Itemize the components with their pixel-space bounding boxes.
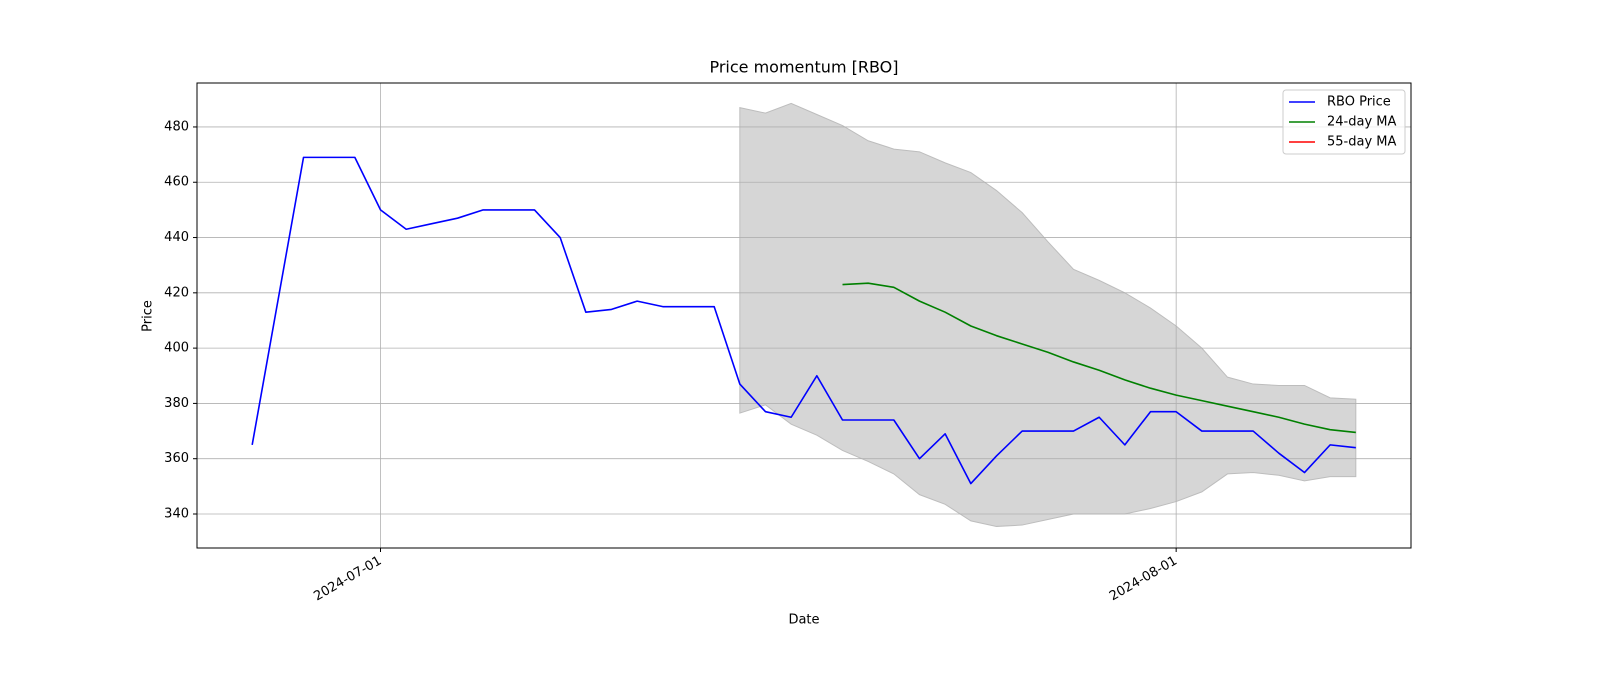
y-tick-label: 340 [164,506,189,521]
y-tick-label: 440 [164,230,189,245]
band [739,102,1357,527]
y-tick-label: 400 [164,341,189,356]
y-tick-label: 420 [164,285,189,300]
chart-title: Price momentum [RBO] [709,58,898,77]
x-tick-label: 2024-08-01 [1107,554,1180,605]
legend-box [1282,89,1406,155]
y-tick-label: 480 [164,119,189,134]
y-axis-label: Price [141,300,156,332]
legend-label: 24-day MA [1327,115,1396,130]
line [251,156,1356,485]
line [842,282,1356,434]
plot-frame [196,82,1412,549]
y-tick-label: 360 [164,451,189,466]
y-tick-label: 460 [164,175,189,190]
y-tick-label: 380 [164,396,189,411]
legend-label: RBO Price [1327,95,1391,110]
x-tick-label: 2024-07-01 [311,554,384,605]
x-axis-label: Date [788,613,819,628]
legend-label: 55-day MA [1327,135,1396,150]
